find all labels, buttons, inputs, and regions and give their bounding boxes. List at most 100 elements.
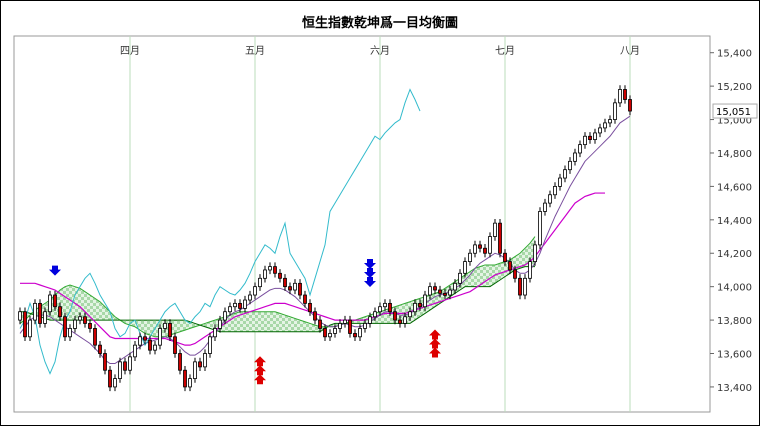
- candle-body: [348, 319, 352, 334]
- candle-body: [283, 277, 287, 288]
- month-label: 八月: [620, 45, 640, 57]
- candle-body: [393, 311, 397, 321]
- candle-body: [623, 89, 627, 100]
- candle-body: [33, 302, 37, 321]
- candle-body: [493, 222, 497, 237]
- candle-body: [628, 99, 632, 112]
- candle-body: [218, 319, 222, 329]
- candle-body: [138, 336, 142, 346]
- buy-signal-arrow: [429, 338, 441, 349]
- kijun-sen-line: [20, 192, 605, 346]
- candle-body: [113, 378, 117, 388]
- y-tick-label: 13,400: [717, 383, 752, 394]
- candle-body: [363, 323, 367, 329]
- candle-body: [83, 316, 87, 324]
- candle-body: [73, 319, 77, 329]
- candle-body: [443, 292, 447, 296]
- candle-body: [448, 289, 452, 296]
- candle-body: [203, 353, 207, 368]
- candle-body: [293, 282, 297, 291]
- candle-body: [88, 323, 92, 329]
- candle-body: [468, 252, 472, 263]
- y-tick-label: 15,200: [717, 82, 752, 93]
- candle-body: [478, 244, 482, 249]
- candle-body: [188, 378, 192, 388]
- candle-body: [578, 144, 582, 154]
- cloud-fill: [20, 236, 535, 337]
- candle-body: [18, 311, 22, 321]
- candle-body: [533, 244, 537, 262]
- candle-body: [98, 344, 102, 354]
- candle-body: [328, 333, 332, 338]
- buy-signal-arrow: [429, 329, 441, 340]
- candle-body: [598, 127, 602, 134]
- buy-signal-arrow: [254, 374, 266, 385]
- candle-body: [273, 266, 277, 274]
- candle-body: [563, 169, 567, 179]
- candle-body: [68, 328, 72, 338]
- sell-signal-arrow: [364, 258, 376, 269]
- candle-body: [128, 356, 132, 371]
- buy-signal-arrow: [429, 347, 441, 358]
- candle-body: [573, 152, 577, 162]
- candle-body: [433, 286, 437, 291]
- kumo-cloud: [20, 236, 535, 337]
- candle-body: [513, 269, 517, 279]
- candle-body: [453, 282, 457, 291]
- candle-body: [353, 333, 357, 338]
- y-tick-label: 14,400: [717, 216, 752, 227]
- candle-body: [158, 328, 162, 346]
- candle-body: [278, 272, 282, 279]
- buy-signal-arrow: [254, 365, 266, 376]
- last-price-label: 15,051: [716, 107, 751, 118]
- candle-body: [418, 302, 422, 308]
- y-tick-label: 15,400: [717, 49, 752, 60]
- senkou-span-b-line: [20, 266, 535, 333]
- candle-body: [248, 294, 252, 301]
- candle-body: [63, 316, 67, 338]
- candle-body: [383, 302, 387, 308]
- candle-body: [313, 311, 317, 321]
- candle-body: [488, 236, 492, 254]
- candle-body: [298, 282, 302, 296]
- candle-body: [538, 211, 542, 246]
- candle-body: [408, 311, 412, 318]
- y-tick-label: 13,600: [717, 350, 752, 361]
- candle-body: [243, 299, 247, 309]
- candle-body: [213, 328, 217, 338]
- senkou-span-a-line: [19, 236, 536, 338]
- candle-body: [58, 306, 62, 318]
- candle-body: [568, 160, 572, 171]
- sell-signal-arrow: [49, 265, 61, 276]
- month-label: 六月: [370, 45, 390, 57]
- candle-body: [438, 289, 442, 294]
- candle-body: [153, 344, 157, 351]
- candle-body: [223, 311, 227, 321]
- grid-layer: 四月 五月 六月 七月 八月: [13, 35, 711, 413]
- candle-body: [423, 294, 427, 308]
- candle-body: [148, 339, 152, 351]
- y-tick-label: 14,000: [717, 283, 752, 294]
- y-tick-label: 14,600: [717, 182, 752, 193]
- candle-body: [108, 369, 112, 388]
- candle-body: [258, 277, 262, 288]
- candle-body: [618, 89, 622, 104]
- candle-body: [388, 302, 392, 313]
- candle-body: [523, 277, 527, 296]
- candle-body: [308, 302, 312, 313]
- candle-body: [543, 202, 547, 212]
- candle-body: [588, 135, 592, 141]
- candle-body: [233, 302, 237, 308]
- candle-body: [303, 294, 307, 304]
- candle-body: [503, 252, 507, 263]
- candle-body: [103, 353, 107, 371]
- candle-body: [518, 277, 522, 296]
- candle-body: [263, 269, 267, 279]
- candle-body: [133, 344, 137, 358]
- candle-body: [498, 222, 502, 254]
- candle-body: [193, 361, 197, 379]
- candle-body: [123, 361, 127, 371]
- last-price-box: [712, 103, 758, 119]
- candle-body: [508, 261, 512, 271]
- y-tick-label: 15,000: [717, 116, 752, 127]
